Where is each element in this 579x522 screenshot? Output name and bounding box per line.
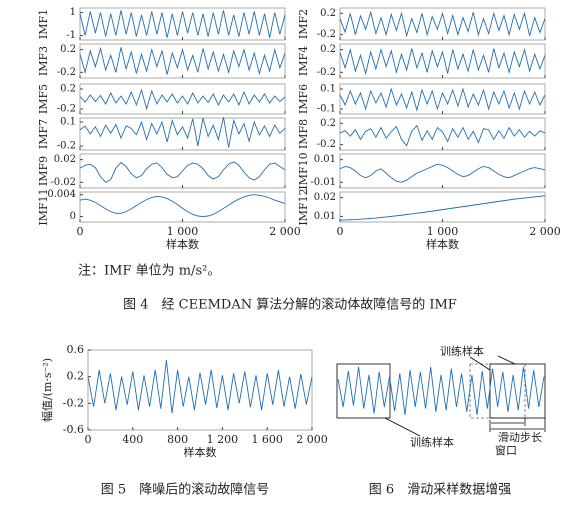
y-tick-label: 0.2 <box>320 8 336 19</box>
y-axis-label: IMF2 <box>297 9 310 39</box>
y-tick-label: 0.2 <box>320 118 336 129</box>
plot-frame <box>339 43 546 79</box>
box <box>336 363 391 419</box>
signal-line <box>339 124 546 147</box>
y-tick-label: 0.2 <box>60 84 76 95</box>
y-tick-label: 0.02 <box>314 192 336 203</box>
caption: 图 6 滑动采样数据增强 <box>369 483 511 498</box>
signal-line <box>79 46 286 76</box>
y-tick-label: -0.2 <box>57 104 76 115</box>
arrow <box>469 356 491 371</box>
x-tick-label: 0 <box>77 225 84 238</box>
y-axis-label: IMF5 <box>37 84 50 114</box>
note: 注：IMF 单位为 m/s²。 <box>78 264 220 279</box>
y-tick-label: -0.01 <box>310 177 336 188</box>
signal-line <box>79 88 286 111</box>
signal-line <box>339 87 546 112</box>
y-tick-label: 0.6 <box>67 343 85 356</box>
annotation: 滑动步长 <box>498 431 542 444</box>
x-tick-label: 1 000 <box>427 225 459 238</box>
x-tick-label: 2 000 <box>529 225 561 238</box>
y-tick-label: 0.2 <box>320 44 336 55</box>
y-tick-label: 0.02 <box>54 154 76 165</box>
x-axis-label: 样本数 <box>426 237 459 251</box>
x-tick-label: 1 000 <box>167 225 199 238</box>
y-axis-label: IMF3 <box>37 46 50 76</box>
y-tick-label: -0.6 <box>63 423 84 436</box>
y-tick-label: -0.2 <box>63 396 84 409</box>
box <box>469 363 526 419</box>
plot-frame <box>87 349 313 431</box>
signal-line <box>79 10 286 38</box>
y-tick-label: 0.2 <box>60 44 76 55</box>
plot-frame <box>339 117 546 151</box>
signal-line <box>87 359 313 414</box>
y-axis-label: IMF1 <box>37 9 50 39</box>
y-tick-label: -0.2 <box>57 67 76 78</box>
arrow <box>384 417 421 437</box>
caption: 图 5 降噪后的滚动故障信号 <box>101 482 269 498</box>
window-boxes <box>336 355 546 437</box>
arrow <box>497 355 516 365</box>
y-axis-label: IMF9 <box>37 156 50 186</box>
plot-frame <box>79 191 286 223</box>
x-tick-label: 1 200 <box>207 433 239 446</box>
plot-frame <box>339 83 546 115</box>
signal-line <box>339 163 546 183</box>
y-tick-label: 0.1 <box>60 117 76 128</box>
x-tick-label: 400 <box>122 433 143 446</box>
signal-line <box>339 195 546 221</box>
signal-line <box>339 47 546 76</box>
y-axis-label: IMF8 <box>297 119 310 149</box>
signal-line <box>79 194 286 217</box>
y-axis-label: IMF11 <box>37 188 50 225</box>
y-tick-label: 0.01 <box>314 211 336 222</box>
x-tick-label: 2 000 <box>269 225 301 238</box>
y-tick-label: 0.1 <box>320 84 336 95</box>
y-tick-label: -0.2 <box>57 141 76 152</box>
signal-line <box>79 161 286 183</box>
y-axis-label: IMF7 <box>37 119 50 149</box>
annotation: 训练样本 <box>410 435 454 449</box>
signal-line <box>79 117 286 148</box>
caption: 图 4 经 CEEMDAN 算法分解的滚动体故障信号的 IMF <box>123 297 457 313</box>
y-tick-label: -0.2 <box>317 29 336 40</box>
x-tick-label: 2 000 <box>296 433 328 446</box>
plot-frame <box>79 83 286 115</box>
y-tick-label: 0 <box>70 211 76 222</box>
y-tick-label: -1 <box>66 30 76 41</box>
x-tick-label: 0 <box>337 225 344 238</box>
y-tick-label: 0.004 <box>47 189 76 200</box>
y-tick-label: -0.02 <box>50 177 76 188</box>
y-axis-label: 幅值/(m·s⁻²) <box>41 358 54 422</box>
x-tick-label: 1 600 <box>251 433 283 446</box>
y-tick-label: -0.2 <box>317 139 336 150</box>
x-tick-label: 800 <box>167 433 188 446</box>
y-tick-label: 0.01 <box>314 154 336 165</box>
y-axis-label: IMF12 <box>297 188 310 225</box>
x-tick-label: 0 <box>85 433 92 446</box>
y-axis-label: IMF6 <box>297 84 310 114</box>
y-tick-label: -0.2 <box>317 67 336 78</box>
y-tick-label: -0.1 <box>317 104 336 115</box>
x-axis-label: 样本数 <box>184 445 217 459</box>
y-tick-label: 1 <box>70 7 76 18</box>
plot-frame <box>339 191 546 223</box>
x-axis-label: 样本数 <box>166 237 199 251</box>
annotation: 窗口 <box>495 443 517 457</box>
y-axis-label: IMF10 <box>297 152 310 189</box>
signal-line <box>339 10 546 38</box>
y-axis-label: IMF4 <box>297 46 310 76</box>
signal-line <box>337 366 545 416</box>
annotation: 训练样本 <box>440 344 484 358</box>
plot-frame <box>339 153 546 189</box>
y-tick-label: 0.2 <box>67 370 85 383</box>
